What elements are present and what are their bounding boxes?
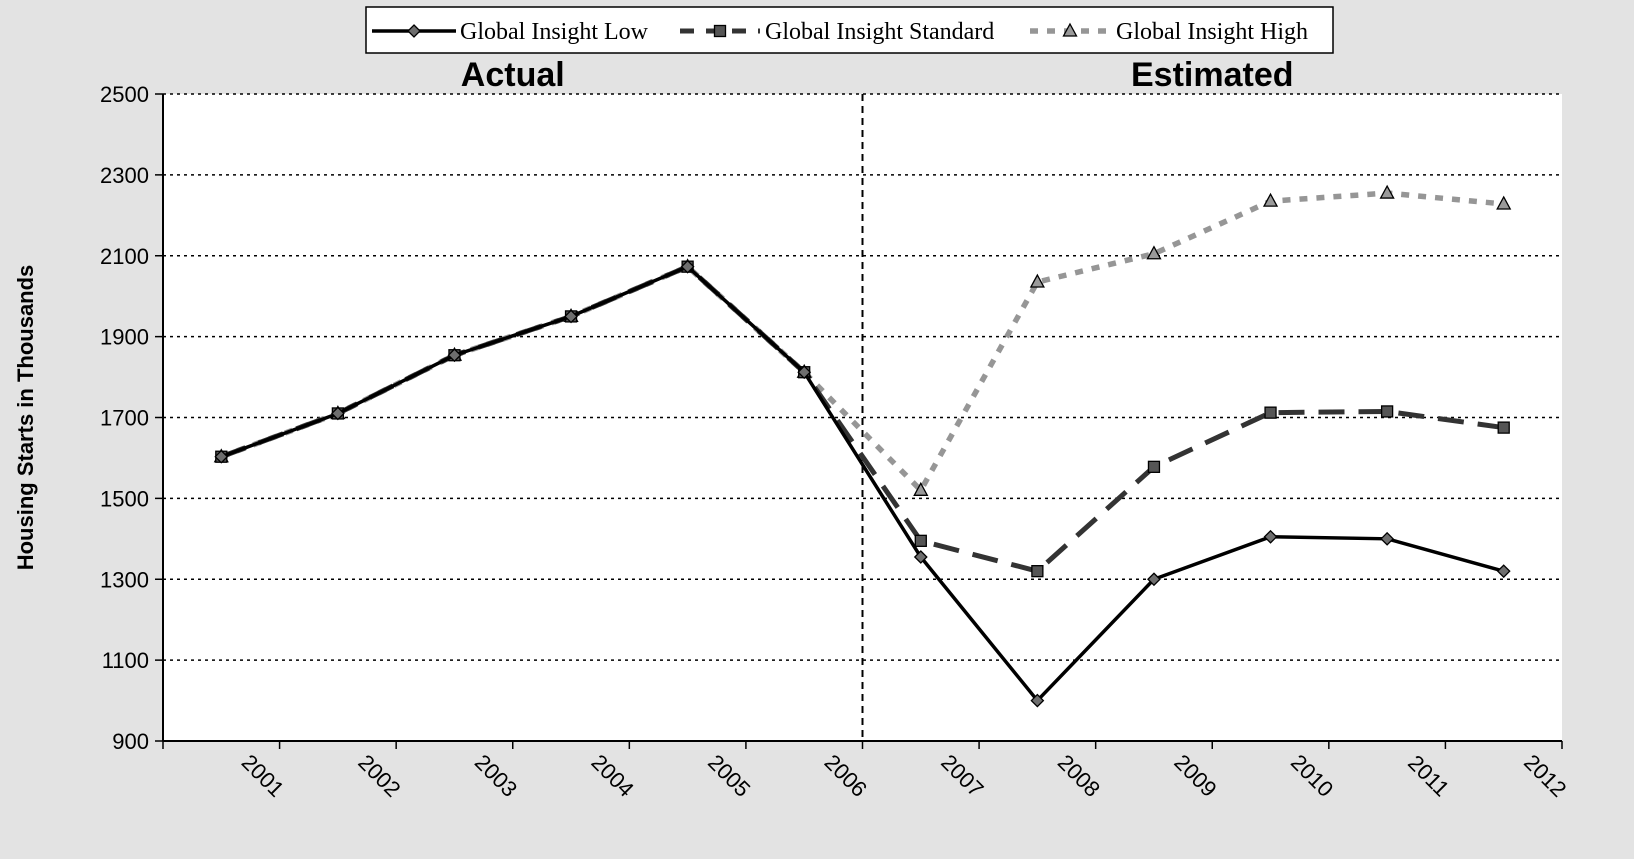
legend: Global Insight Low Global Insight Standar… bbox=[365, 6, 1334, 54]
data-point-global-insight-low bbox=[214, 449, 229, 464]
legend-box bbox=[365, 6, 1334, 54]
xtick-label: 2011 bbox=[1403, 750, 1454, 801]
ytick-label: 1300 bbox=[100, 567, 149, 592]
legend-item-global-insight-high: Global Insight High bbox=[1030, 19, 1308, 45]
data-point-global-insight-low bbox=[1030, 693, 1045, 708]
data-point-global-insight-standard bbox=[1264, 406, 1277, 419]
xtick-label: 2004 bbox=[586, 750, 638, 802]
series-lines bbox=[213, 184, 1512, 708]
data-point-global-insight-low bbox=[680, 259, 695, 274]
data-point-global-insight-low bbox=[797, 365, 812, 380]
ytick-label: 1900 bbox=[100, 325, 149, 350]
data-point-global-insight-high bbox=[1262, 192, 1279, 207]
series-line-global-insight-low bbox=[220, 264, 1505, 703]
legend-swatch-marker bbox=[1062, 22, 1078, 37]
xtick-label: 2008 bbox=[1053, 750, 1105, 802]
data-point-global-insight-low bbox=[564, 309, 578, 324]
legend-label: Global Insight High bbox=[1116, 19, 1308, 45]
legend-label: Global Insight Standard bbox=[765, 19, 994, 45]
xtick-label: 2009 bbox=[1169, 750, 1221, 802]
series-line-global-insight-high bbox=[220, 190, 1504, 494]
data-point-global-insight-low bbox=[1263, 529, 1278, 544]
legend-item-global-insight-low: Global Insight Low bbox=[372, 19, 649, 45]
legend-swatch-marker bbox=[407, 24, 421, 38]
data-point-global-insight-high bbox=[1496, 195, 1512, 210]
data-point-global-insight-low bbox=[1147, 572, 1161, 587]
axes bbox=[155, 93, 1563, 749]
data-point-global-insight-high bbox=[913, 481, 929, 496]
data-point-global-insight-standard bbox=[1031, 565, 1044, 578]
xtick-label: 2010 bbox=[1286, 750, 1338, 802]
xtick-label: 2003 bbox=[470, 750, 522, 802]
region-label-estimated: Estimated bbox=[1131, 56, 1294, 94]
data-point-global-insight-high bbox=[1146, 245, 1162, 260]
series-global-insight-low bbox=[214, 259, 1511, 708]
data-point-global-insight-low bbox=[447, 348, 462, 363]
xtick-label: 2006 bbox=[820, 750, 872, 802]
y-axis-label: Housing Starts in Thousands bbox=[13, 265, 38, 571]
xtick-label: 2005 bbox=[703, 750, 755, 802]
ytick-label: 2100 bbox=[100, 244, 149, 269]
ytick-label: 1500 bbox=[100, 486, 149, 511]
ytick-label: 2500 bbox=[100, 82, 149, 107]
ytick-label: 900 bbox=[112, 729, 149, 754]
data-point-global-insight-low bbox=[1380, 531, 1395, 546]
xtick-label: 2007 bbox=[936, 750, 988, 802]
ytick-label: 1700 bbox=[100, 406, 149, 431]
legend-item-global-insight-standard: Global Insight Standard bbox=[680, 19, 994, 45]
legend-swatch-marker bbox=[713, 24, 727, 38]
data-point-global-insight-standard bbox=[1497, 421, 1510, 434]
xtick-label: 2012 bbox=[1519, 750, 1571, 802]
data-point-global-insight-high bbox=[1029, 273, 1045, 288]
data-point-global-insight-standard bbox=[1147, 460, 1161, 473]
data-point-global-insight-low bbox=[913, 550, 928, 564]
data-point-global-insight-standard bbox=[914, 534, 927, 547]
ytick-label: 2300 bbox=[100, 163, 149, 188]
ytick-label: 1100 bbox=[102, 648, 149, 673]
data-point-global-insight-low bbox=[1496, 564, 1511, 579]
data-point-global-insight-low bbox=[330, 406, 345, 421]
gridlines bbox=[163, 93, 1562, 741]
data-point-global-insight-high bbox=[1379, 184, 1395, 199]
xtick-label: 2002 bbox=[353, 750, 405, 802]
xtick-label: 2001 bbox=[237, 750, 289, 802]
series-line-global-insight-standard bbox=[220, 264, 1505, 574]
data-point-global-insight-standard bbox=[1380, 405, 1394, 418]
region-label-actual: Actual bbox=[461, 56, 565, 94]
legend-label: Global Insight Low bbox=[460, 19, 649, 45]
